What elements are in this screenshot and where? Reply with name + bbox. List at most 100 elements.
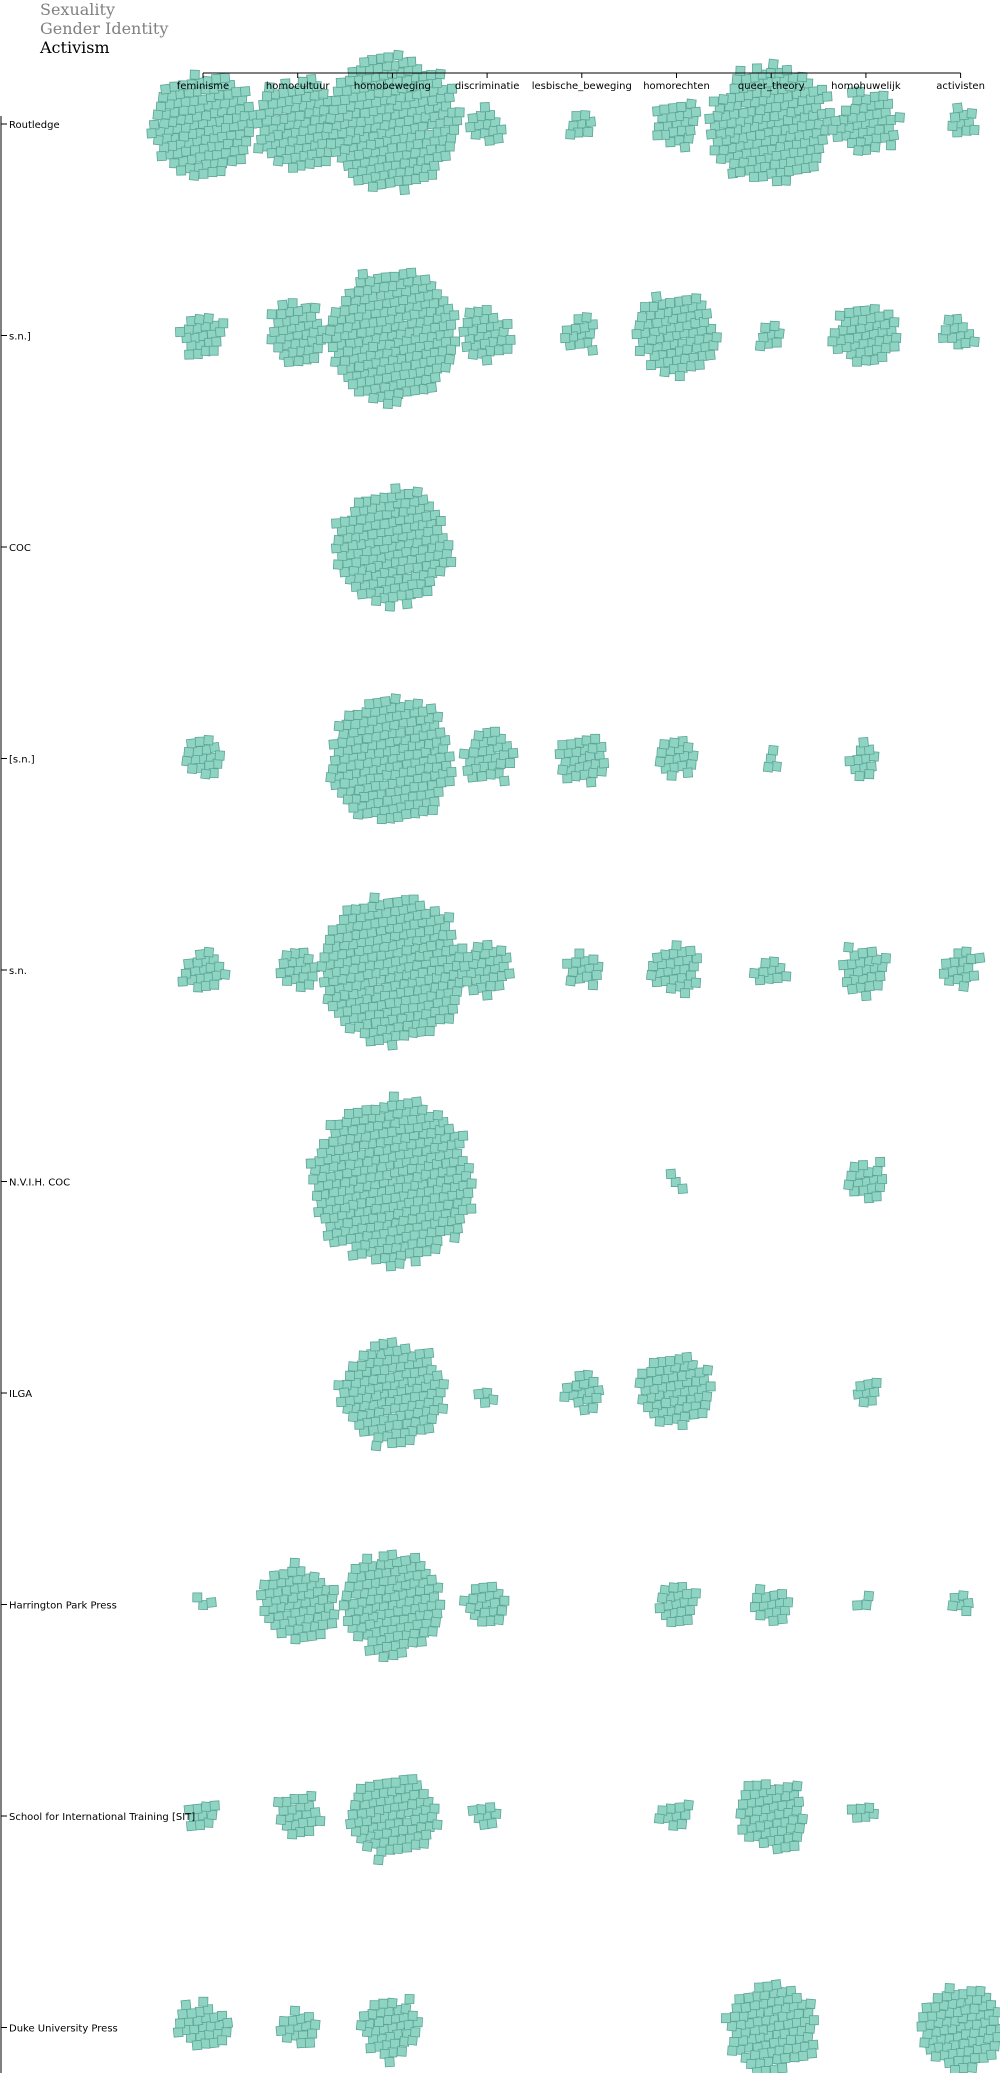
swarm-square <box>598 758 610 769</box>
swarm-square <box>864 769 875 780</box>
swarm-square <box>579 110 591 121</box>
swarm-school-for-international-training-sit-queer-theory <box>735 1779 808 1855</box>
swarm-square <box>444 776 455 787</box>
swarm-square <box>734 1994 745 2005</box>
swarm-square <box>429 796 440 807</box>
swarm-square <box>289 1557 300 1569</box>
swarm-square <box>846 1804 857 1815</box>
swarm-square <box>314 1815 326 1827</box>
swarm-square <box>677 1183 688 1194</box>
swarm-square <box>440 150 451 162</box>
swarm-square <box>760 957 771 969</box>
swarm-square <box>435 565 446 577</box>
swarm-square <box>432 1109 444 1121</box>
swarm-square <box>666 1616 677 1628</box>
swarm-square <box>435 1226 446 1237</box>
swarm-square <box>175 2018 186 2029</box>
tab-sexuality[interactable]: Sexuality <box>40 0 115 19</box>
swarm-square <box>169 158 180 169</box>
swarm-square <box>378 1551 389 1562</box>
swarm-square <box>496 124 507 135</box>
swarm-square <box>863 1590 875 1602</box>
swarm-square <box>871 1377 882 1388</box>
swarm-square <box>571 111 582 121</box>
swarm-square <box>690 293 702 304</box>
swarm-square <box>203 734 214 746</box>
swarm-square <box>410 1256 421 1267</box>
swarm-square <box>966 108 978 119</box>
swarm-square <box>384 103 395 114</box>
swarm-square <box>339 914 350 925</box>
swarm-square <box>412 64 423 75</box>
swarm-square <box>407 1636 419 1648</box>
swarm-square <box>187 763 198 774</box>
swarm-square <box>874 124 885 135</box>
swarm-square <box>438 1379 449 1390</box>
swarm-square <box>347 1249 359 1261</box>
swarm-square <box>373 1854 384 1866</box>
swarm-square <box>359 108 370 119</box>
swarm-square <box>399 369 410 380</box>
swarm-square <box>642 343 654 355</box>
swarm-square <box>684 125 696 136</box>
swarm-square <box>457 943 468 954</box>
swarm-square <box>444 751 455 762</box>
swarm-square <box>481 354 493 366</box>
swarm-square <box>857 1160 869 1171</box>
swarm-square <box>339 778 350 789</box>
swarm-square <box>176 165 187 176</box>
swarm-square <box>427 1626 438 1637</box>
swarm-square <box>992 2006 1000 2018</box>
swarm-square <box>189 69 200 80</box>
tab-gender-identity[interactable]: Gender Identity <box>40 19 169 38</box>
swarm-square <box>255 109 267 120</box>
swarm-s-n-feminisme <box>181 734 226 780</box>
swarm-square <box>729 158 740 170</box>
swarm-square <box>206 1597 217 1608</box>
swarm-square <box>411 486 423 498</box>
swarm-square <box>406 1798 418 1810</box>
swarm-square <box>957 322 968 333</box>
swarm-square <box>827 336 838 347</box>
swarm-square <box>656 1592 668 1604</box>
swarm-square <box>352 1107 363 1118</box>
swarm-square <box>591 1392 602 1404</box>
swarm-routledge-homohuwelijk <box>827 86 905 156</box>
swarm-square <box>211 336 222 347</box>
swarm-square <box>875 1156 886 1167</box>
swarm-square <box>682 741 694 753</box>
swarm-s-n-homocultuur <box>275 947 320 993</box>
swarm-square <box>443 1123 455 1135</box>
swarm-square <box>771 337 782 348</box>
swarm-square <box>561 1382 573 1394</box>
swarm-square <box>347 1809 358 1820</box>
swarm-square <box>702 1364 714 1376</box>
swarm-square <box>386 1437 398 1449</box>
swarm-square <box>308 1174 319 1185</box>
swarm-square <box>200 2038 211 2049</box>
swarm-square <box>402 175 413 186</box>
swarm-square <box>467 1593 479 1605</box>
swarm-square <box>309 2019 321 2030</box>
swarm-square <box>329 755 341 766</box>
swarm-square <box>507 747 519 759</box>
swarm-square <box>412 138 424 150</box>
swarm-square <box>919 2037 930 2048</box>
swarm-harrington-park-press-homorechten <box>654 1582 701 1628</box>
swarm-square <box>425 940 437 952</box>
swarm-square <box>860 1599 872 1611</box>
swarm-square <box>680 988 690 999</box>
swarm-square <box>853 145 864 156</box>
swarm-square <box>467 113 479 124</box>
swarm-square <box>755 1610 766 1621</box>
swarm-square <box>443 91 455 103</box>
swarm-square <box>849 103 861 115</box>
swarm-square <box>325 934 335 945</box>
tab-activism[interactable]: Activism <box>40 38 110 57</box>
swarm-square <box>676 101 687 112</box>
swarm-square <box>762 761 774 773</box>
swarm-square <box>226 155 238 167</box>
swarm-square <box>411 1096 423 1108</box>
swarm-square <box>846 983 858 995</box>
swarm-square <box>762 1981 773 1992</box>
